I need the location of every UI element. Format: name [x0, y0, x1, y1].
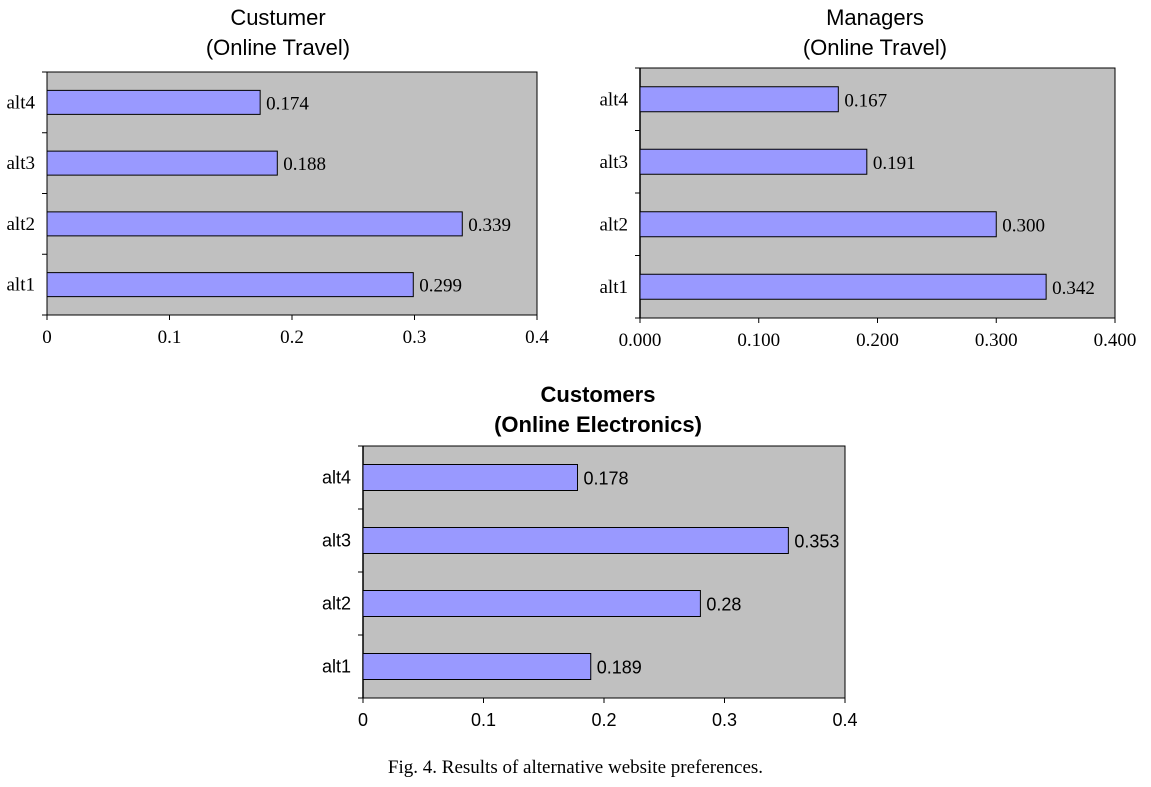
- chart-1-title-line-1: Custumer: [230, 5, 326, 30]
- figure-caption: Fig. 4. Results of alternative website p…: [387, 757, 764, 778]
- x-tick-label: 0.200: [856, 330, 899, 351]
- data-label-alt1: 0.342: [1052, 278, 1095, 299]
- x-tick-label: 0.3: [403, 327, 427, 348]
- data-label-alt2: 0.300: [1002, 215, 1045, 236]
- category-label-alt3: alt3: [322, 531, 351, 551]
- bar-alt2: [46, 211, 463, 237]
- chart-1-title-line-2: (Online Travel): [205, 35, 351, 60]
- category-label-alt2: alt2: [322, 594, 351, 614]
- chart-2-title: Managers (Online Travel): [640, 3, 1110, 63]
- chart-2-title-line-2: (Online Travel): [802, 35, 948, 60]
- x-tick-label: 0.400: [1094, 330, 1137, 351]
- bar-alt4: [362, 464, 578, 491]
- x-tick-label: 0.2: [280, 327, 304, 348]
- data-label-alt3: 0.191: [873, 153, 916, 174]
- chart-custumer-online-travel: 0.299 alt1 0.339 alt2 0.188 alt3 0.174 alt4 0 0.1…: [7, 71, 549, 348]
- data-label-alt3: 0.353: [794, 532, 839, 552]
- bar-alt3: [362, 527, 789, 554]
- chart-3-title-line-1: Customers: [540, 382, 656, 407]
- category-label-alt2: alt2: [600, 214, 629, 235]
- x-tick-label: 0.2: [591, 710, 616, 730]
- x-tick-label: 0.1: [471, 710, 496, 730]
- bar-alt2: [639, 211, 997, 238]
- data-label-alt3: 0.188: [283, 154, 326, 175]
- category-label-alt2: alt2: [7, 214, 36, 235]
- bar-alt4: [46, 89, 261, 115]
- category-label-alt3: alt3: [7, 153, 36, 174]
- data-label-alt1: 0.299: [419, 276, 462, 297]
- x-tick-label: 0.300: [975, 330, 1018, 351]
- chart-1-title: Custumer (Online Travel): [48, 3, 508, 63]
- chart-2-title-line-1: Managers: [826, 5, 924, 30]
- x-tick-label: 0: [358, 710, 368, 730]
- data-label-alt1: 0.189: [597, 658, 642, 678]
- category-label-alt1: alt1: [600, 277, 629, 298]
- data-label-alt4: 0.178: [583, 469, 628, 489]
- category-label-alt1: alt1: [7, 275, 36, 296]
- bar-alt1: [46, 272, 414, 298]
- x-tick-label: 0: [42, 327, 52, 348]
- x-tick-label: 0.000: [619, 330, 662, 351]
- x-tick-label: 0.1: [158, 327, 182, 348]
- data-label-alt4: 0.167: [844, 90, 887, 111]
- chart-3-title: Customers (Online Electronics): [363, 380, 833, 440]
- data-label-alt4: 0.174: [266, 93, 309, 114]
- data-label-alt2: 0.339: [468, 215, 511, 236]
- chart-customers-online-electronics: 0.189 alt1 0.28 alt2 0.353 alt3 0.178 alt4 0 0.1 0…: [322, 445, 858, 730]
- x-tick-label: 0.3: [712, 710, 737, 730]
- category-label-alt4: alt4: [7, 92, 36, 113]
- bar-alt1: [362, 653, 592, 680]
- category-label-alt4: alt4: [322, 468, 351, 488]
- bar-alt2: [362, 590, 701, 617]
- bar-alt4: [639, 86, 839, 113]
- x-tick-label: 0.4: [525, 327, 549, 348]
- x-tick-label: 0.4: [832, 710, 857, 730]
- category-label-alt1: alt1: [322, 657, 351, 677]
- bar-alt3: [46, 150, 278, 176]
- data-label-alt2: 0.28: [706, 595, 741, 615]
- category-label-alt3: alt3: [600, 152, 629, 173]
- chart-3-title-line-2: (Online Electronics): [494, 412, 702, 437]
- bar-alt1: [639, 273, 1047, 300]
- bar-alt3: [639, 148, 868, 175]
- x-tick-label: 0.100: [737, 330, 780, 351]
- category-label-alt4: alt4: [600, 89, 629, 110]
- chart-managers-online-travel: 0.342 alt1 0.300 alt2 0.191 alt3 0.167 alt4 0.00…: [600, 67, 1137, 351]
